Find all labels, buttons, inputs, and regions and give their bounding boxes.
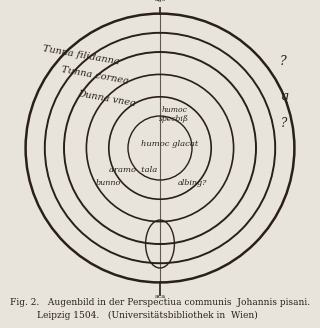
- Text: Dunna vnea: Dunna vnea: [77, 89, 136, 109]
- Text: ?: ?: [280, 55, 287, 68]
- Text: Fig. 2.   Augenbild in der Perspectiua communis  Johannis pisani.: Fig. 2. Augenbild in der Perspectiua com…: [10, 298, 310, 307]
- Text: q: q: [281, 90, 289, 103]
- Text: ?: ?: [281, 117, 287, 130]
- Text: albing?: albing?: [178, 179, 207, 187]
- Text: bunno: bunno: [96, 179, 121, 187]
- Text: Leipzig 1504.   (Universitätsbibliothek in  Wien): Leipzig 1504. (Universitätsbibliothek in…: [37, 311, 258, 320]
- Text: aramo  tala: aramo tala: [109, 166, 157, 174]
- Text: Tunna cornea: Tunna cornea: [61, 65, 130, 86]
- Text: Tunna filidanna: Tunna filidanna: [42, 45, 120, 67]
- Text: humoc
specbiß: humoc specbiß: [159, 106, 189, 123]
- Text: aca: aca: [155, 294, 165, 298]
- Text: ago: ago: [154, 0, 166, 2]
- Text: humoc glacat: humoc glacat: [141, 140, 198, 148]
